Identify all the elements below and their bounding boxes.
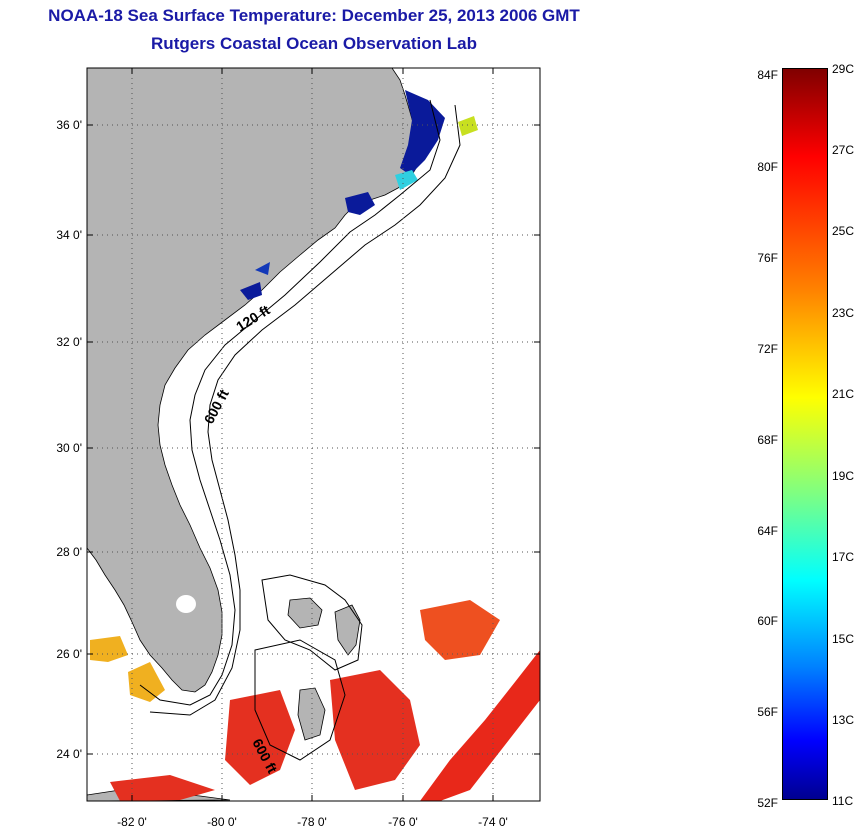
temperature-colorbar (782, 68, 828, 800)
lat-label: 36 0' (56, 118, 82, 132)
isobath-bahamas (254, 639, 346, 761)
bahamas-island (287, 597, 323, 629)
warm-water-patch (420, 600, 500, 660)
lat-label: 30 0' (56, 441, 82, 455)
lat-label: 24 0' (56, 747, 82, 761)
map-frame (86, 67, 541, 802)
lat-label: 26 0' (56, 647, 82, 661)
colorbar-label-f: 64F (757, 524, 778, 538)
colorbar-label-f: 84F (757, 68, 778, 82)
colorbar-label-f: 80F (757, 160, 778, 174)
colorbar-label-c: 11C (832, 794, 854, 808)
lat-label: 32 0' (56, 335, 82, 349)
map-title: NOAA-18 Sea Surface Temperature: Decembe… (48, 6, 580, 25)
graticule (87, 68, 540, 801)
colorbar-label-f: 52F (757, 796, 778, 810)
warm-water-patch (90, 636, 128, 662)
colorbar-label-c: 21C (832, 387, 855, 401)
isobath-bahamas (261, 574, 363, 671)
colorbar-label-c: 23C (832, 306, 855, 320)
warm-water-patch (458, 116, 478, 136)
colorbar-label-f: 68F (757, 433, 778, 447)
lake (176, 595, 196, 613)
cold-water-sound (345, 192, 375, 215)
warm-water-patch (128, 662, 165, 702)
axis-ticks (87, 68, 540, 801)
colorbar-label-c: 29C (832, 62, 855, 76)
isobath-120ft (139, 99, 441, 706)
lon-label: -80 0' (207, 815, 237, 829)
lon-label: -82 0' (117, 815, 147, 829)
colorbar-label-c: 17C (832, 550, 855, 564)
lat-label: 34 0' (56, 228, 82, 242)
cold-water-sound (240, 282, 262, 300)
colorbar-label-f: 60F (757, 614, 778, 628)
warm-water-gulfstream (420, 650, 540, 801)
colorbar-label-c: 27C (832, 143, 855, 157)
lon-label: -76 0' (388, 815, 418, 829)
bahamas-island (334, 604, 361, 656)
lon-label: -78 0' (297, 815, 327, 829)
warm-water-patch (110, 775, 215, 801)
cool-water-band (395, 170, 418, 190)
lon-label: -74 0' (478, 815, 508, 829)
colorbar-label-c: 15C (832, 632, 855, 646)
cold-water-sound (400, 90, 445, 175)
cold-water-sound (255, 262, 270, 275)
colorbar-label-c: 19C (832, 469, 855, 483)
colorbar-label-f: 72F (757, 342, 778, 356)
colorbar-label-c: 25C (832, 224, 855, 238)
colorbar-label-f: 56F (757, 705, 778, 719)
colorbar-label-c: 13C (832, 713, 855, 727)
warm-water-patch (330, 670, 420, 790)
colorbar-label-f: 76F (757, 251, 778, 265)
lat-label: 28 0' (56, 545, 82, 559)
map-subtitle: Rutgers Coastal Ocean Observation Lab (151, 34, 477, 53)
warm-water-patch (225, 690, 295, 785)
